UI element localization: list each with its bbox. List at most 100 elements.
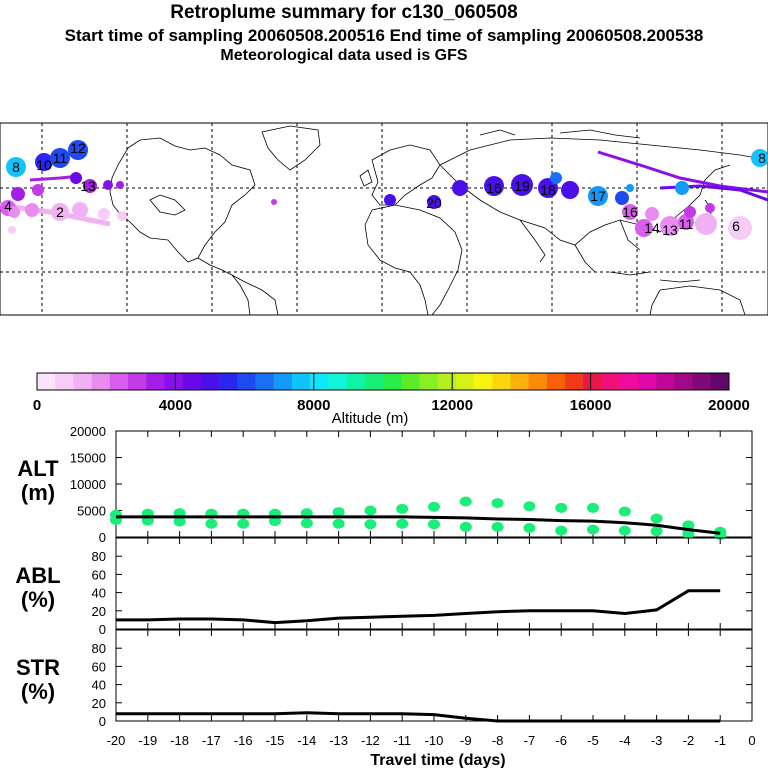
series-line-str — [116, 711, 721, 723]
series-line-alt — [116, 515, 721, 535]
plume-cluster — [8, 226, 16, 234]
plume-cluster — [8, 206, 20, 218]
alt-point — [364, 505, 377, 516]
colorbar-swatch — [546, 373, 566, 390]
y-tick-label: 60 — [92, 659, 106, 674]
alt-point — [300, 518, 313, 529]
y-tick-label: 20 — [92, 696, 106, 711]
met-data-note: Meteorological data used is GFS — [220, 47, 468, 64]
alt-point — [459, 521, 472, 532]
y-tick-label: 5000 — [77, 504, 106, 519]
colorbar-swatch — [219, 373, 238, 390]
y-tick-label: 10000 — [70, 477, 106, 492]
alt-point — [650, 526, 663, 537]
colorbar-swatch — [237, 373, 256, 390]
colorbar-tick-label: 16000 — [570, 397, 612, 414]
colorbar-swatch — [146, 373, 165, 390]
x-tick-label: -19 — [138, 733, 157, 748]
y-tick-label: 60 — [92, 567, 106, 582]
cluster-day-label: 14 — [644, 220, 660, 236]
plume-cluster — [68, 140, 88, 160]
colorbar-swatch — [164, 373, 183, 390]
x-tick-label: -4 — [619, 733, 631, 748]
x-tick-label: -5 — [587, 733, 599, 748]
cluster-day-label: 12 — [70, 140, 86, 156]
plume-cluster — [751, 149, 768, 167]
colorbar-swatch — [510, 373, 529, 390]
x-tick-label: -11 — [393, 733, 411, 748]
alt-point — [237, 518, 250, 529]
plume-cluster — [271, 199, 277, 205]
y-tick-label: 0 — [99, 622, 106, 637]
sampling-times: Start time of sampling 20060508.200516 E… — [64, 26, 704, 45]
x-tick-label: -18 — [170, 733, 189, 748]
plume-cluster — [103, 180, 113, 190]
plume-cluster — [695, 213, 717, 235]
y-tick-label: 0 — [99, 714, 106, 729]
plume-cluster — [117, 211, 127, 221]
colorbar-swatch — [656, 373, 675, 390]
plume-cluster — [550, 172, 562, 184]
colorbar-swatch — [455, 373, 475, 390]
y-tick-label: 80 — [92, 641, 106, 656]
colorbar-swatch — [583, 373, 602, 390]
plume-cluster — [11, 187, 25, 201]
colorbar-swatch — [37, 373, 56, 390]
alt-point — [491, 521, 504, 532]
colorbar-tick-label: 8000 — [297, 397, 330, 414]
alt-point — [618, 506, 631, 517]
cluster-day-label: 16 — [486, 180, 502, 196]
colorbar-tick-label: 12000 — [431, 397, 473, 414]
plume-cluster — [72, 202, 88, 218]
plume-cluster — [35, 153, 53, 171]
x-tick-label: -13 — [329, 733, 348, 748]
panel-ylabel: ALT — [17, 456, 59, 481]
colorbar-swatch — [401, 373, 420, 390]
y-tick-label: 20 — [92, 604, 106, 619]
colorbar-swatch — [637, 373, 657, 390]
colorbar-swatch — [128, 373, 147, 390]
plume-cluster — [452, 180, 468, 196]
colorbar-swatch — [492, 373, 511, 390]
plume-cluster — [635, 219, 653, 237]
panel-ylabel: (%) — [21, 587, 55, 612]
x-tick-label: -6 — [555, 733, 567, 748]
alt-point — [396, 503, 409, 514]
cluster-day-label: 17 — [590, 188, 606, 204]
plume-cluster — [705, 203, 715, 213]
y-tick-label: 20000 — [70, 424, 106, 439]
plume-cluster — [51, 203, 69, 221]
alt-point — [587, 524, 599, 535]
x-tick-label: -20 — [107, 733, 126, 748]
cluster-day-label: 11 — [679, 216, 694, 232]
x-tick-label: -8 — [492, 733, 504, 748]
alt-point — [332, 518, 345, 529]
colorbar-tick-label: 4000 — [159, 397, 192, 414]
colorbar-swatch — [437, 373, 457, 390]
colorbar-swatch — [619, 373, 639, 390]
plume-cluster — [645, 207, 659, 221]
alt-point — [332, 507, 345, 518]
altitude-colorbar: 0 4000 8000 12000 16000 20000 Altitude (m) — [33, 372, 750, 427]
colorbar-swatch — [200, 373, 220, 390]
alt-point — [555, 502, 568, 513]
colorbar-swatch — [710, 373, 730, 390]
cluster-day-label: 6 — [732, 218, 740, 234]
x-tick-label: -10 — [425, 733, 444, 748]
track-asia-north — [597, 150, 768, 194]
cluster-day-label: 11 — [53, 150, 68, 166]
plume-cluster — [561, 181, 579, 199]
colorbar-swatch — [364, 373, 384, 390]
colorbar-swatch — [182, 373, 202, 390]
colorbar-swatch — [91, 373, 111, 390]
cluster-day-label: 2 — [56, 204, 64, 220]
plume-cluster — [6, 157, 26, 177]
alt-point — [428, 519, 440, 530]
plume-cluster — [511, 174, 533, 196]
x-tick-label: -16 — [234, 733, 253, 748]
colorbar-tick-label: 0 — [33, 397, 41, 414]
x-tick-label: -1 — [714, 733, 726, 748]
